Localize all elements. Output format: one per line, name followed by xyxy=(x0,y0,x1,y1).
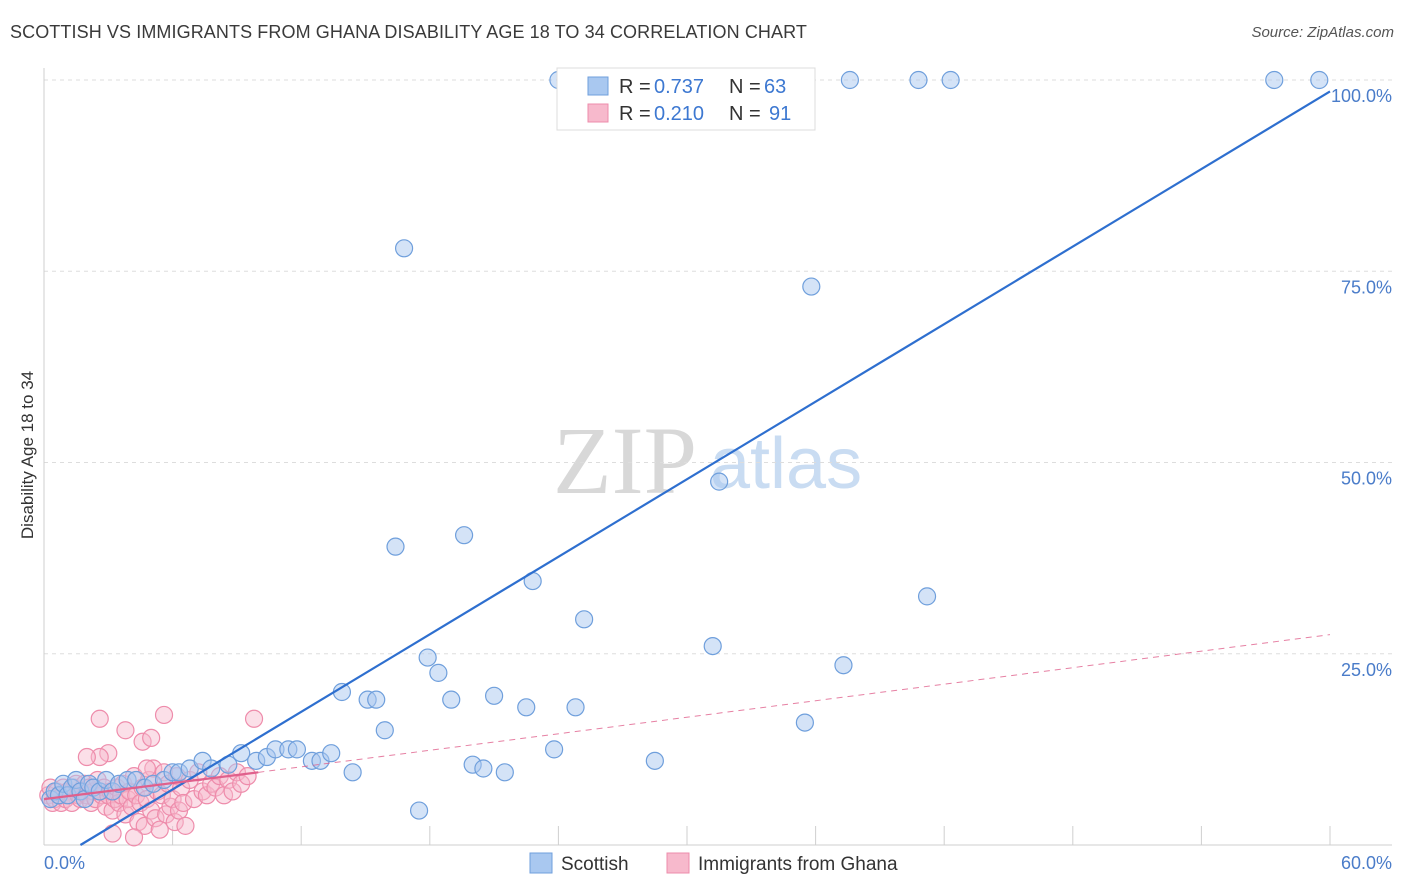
scottish-point-36 xyxy=(343,763,362,782)
y-tick-label-25: 25.0% xyxy=(1341,660,1392,680)
scottish-point-42 xyxy=(409,801,429,820)
scottish-point-top-4 xyxy=(909,70,928,90)
stats-legend: R = 0.737 N = 63 R = 0.210 N = 91 xyxy=(556,67,816,131)
x-axis-ticks xyxy=(172,826,1331,845)
y-tick-labels: 25.0% 50.0% 75.0% 100.0% xyxy=(1331,86,1392,680)
legend-r-value-ghana: 0.210 xyxy=(654,103,704,125)
scottish-point-39 xyxy=(375,721,394,740)
bottom-legend-label-ghana: Immigrants from Ghana xyxy=(698,854,898,875)
bottom-legend-swatch-ghana xyxy=(666,852,690,874)
scottish-point-top-7 xyxy=(1310,70,1329,90)
y-axis-title: Disability Age 18 to 34 xyxy=(18,371,37,539)
ghana-point-90 xyxy=(124,828,144,847)
bottom-legend-label-scottish: Scottish xyxy=(561,854,629,875)
ghana-trend-line-dashed xyxy=(258,634,1331,773)
scottish-point-55 xyxy=(575,610,594,629)
scottish-trend-line xyxy=(79,90,1331,846)
series-legend: Scottish Immigrants from Ghana xyxy=(529,852,898,875)
source-credit: Source: ZipAtlas.com xyxy=(1251,24,1394,41)
scottish-point-48 xyxy=(474,759,493,778)
legend-swatch-scottish xyxy=(587,76,609,96)
legend-n-label-scottish: N = xyxy=(729,76,761,98)
scottish-point-44 xyxy=(429,663,448,682)
scottish-point-40 xyxy=(386,537,405,556)
ghana-point-79 xyxy=(244,709,264,728)
watermark-zip: ZIP xyxy=(553,407,697,514)
legend-swatch-ghana xyxy=(587,103,609,123)
scottish-point-53 xyxy=(545,740,564,759)
gridlines xyxy=(44,79,1392,655)
legend-n-label-ghana: N = xyxy=(729,103,761,125)
legend-n-value-ghana: 91 xyxy=(769,103,791,125)
watermark-atlas: atlas xyxy=(710,424,862,504)
scottish-point-57 xyxy=(703,636,722,656)
scottish-point-59 xyxy=(795,713,814,732)
ghana-point-88 xyxy=(137,759,156,778)
legend-r-label-ghana: R = xyxy=(619,103,651,125)
ghana-point-84 xyxy=(116,721,135,740)
trend-lines xyxy=(43,90,1331,846)
ghana-point-87 xyxy=(154,705,174,725)
ghana-point-80 xyxy=(99,744,118,763)
ghana-trend-line-solid xyxy=(43,771,259,801)
y-tick-label-100: 100.0% xyxy=(1331,86,1392,106)
scottish-point-34 xyxy=(322,744,341,763)
ghana-point-50 xyxy=(146,809,165,828)
scottish-point-62 xyxy=(917,587,937,606)
scottish-point-61 xyxy=(834,656,853,675)
legend-r-value-scottish: 0.737 xyxy=(654,76,704,98)
legend-r-label-scottish: R = xyxy=(619,76,651,98)
ghana-point-82 xyxy=(77,747,96,767)
scottish-point-top-3 xyxy=(840,70,859,90)
scottish-point-60 xyxy=(802,277,821,296)
ghana-point-85 xyxy=(133,732,152,751)
scottish-point-41 xyxy=(394,239,414,258)
ghana-point-78 xyxy=(238,767,257,786)
y-tick-label-75: 75.0% xyxy=(1341,277,1392,297)
scottish-point-46 xyxy=(454,526,474,545)
scottish-point-49 xyxy=(485,686,504,705)
scottish-point-38 xyxy=(367,690,386,709)
scottish-point-54 xyxy=(566,698,585,717)
scottish-point-56 xyxy=(645,751,664,770)
scottish-point-top-6 xyxy=(1265,70,1284,90)
scottish-point-50 xyxy=(495,763,514,782)
ghana-point-63 xyxy=(174,793,193,813)
ghana-point-81 xyxy=(90,747,109,767)
ghana-point-89 xyxy=(103,824,122,843)
bottom-legend-swatch-scottish xyxy=(529,852,553,874)
ghana-point-64 xyxy=(176,816,195,835)
scottish-point-51 xyxy=(517,698,536,717)
ghana-point-86 xyxy=(142,728,161,748)
ghana-point-83 xyxy=(90,709,109,728)
y-tick-label-50: 50.0% xyxy=(1341,469,1392,489)
scottish-point-43 xyxy=(418,648,437,667)
scottish-point-45 xyxy=(442,690,461,709)
chart-title: SCOTTISH VS IMMIGRANTS FROM GHANA DISABI… xyxy=(10,22,807,42)
ghana-point-52 xyxy=(150,820,169,839)
legend-n-value-scottish: 63 xyxy=(764,76,786,98)
scottish-point-top-5 xyxy=(941,70,960,90)
ghana-point-59 xyxy=(165,812,184,832)
scottish-point-31 xyxy=(287,740,307,759)
x-tick-label-max: 60.0% xyxy=(1341,853,1392,873)
x-tick-label-min: 0.0% xyxy=(44,853,85,873)
scottish-point-58 xyxy=(710,472,729,491)
